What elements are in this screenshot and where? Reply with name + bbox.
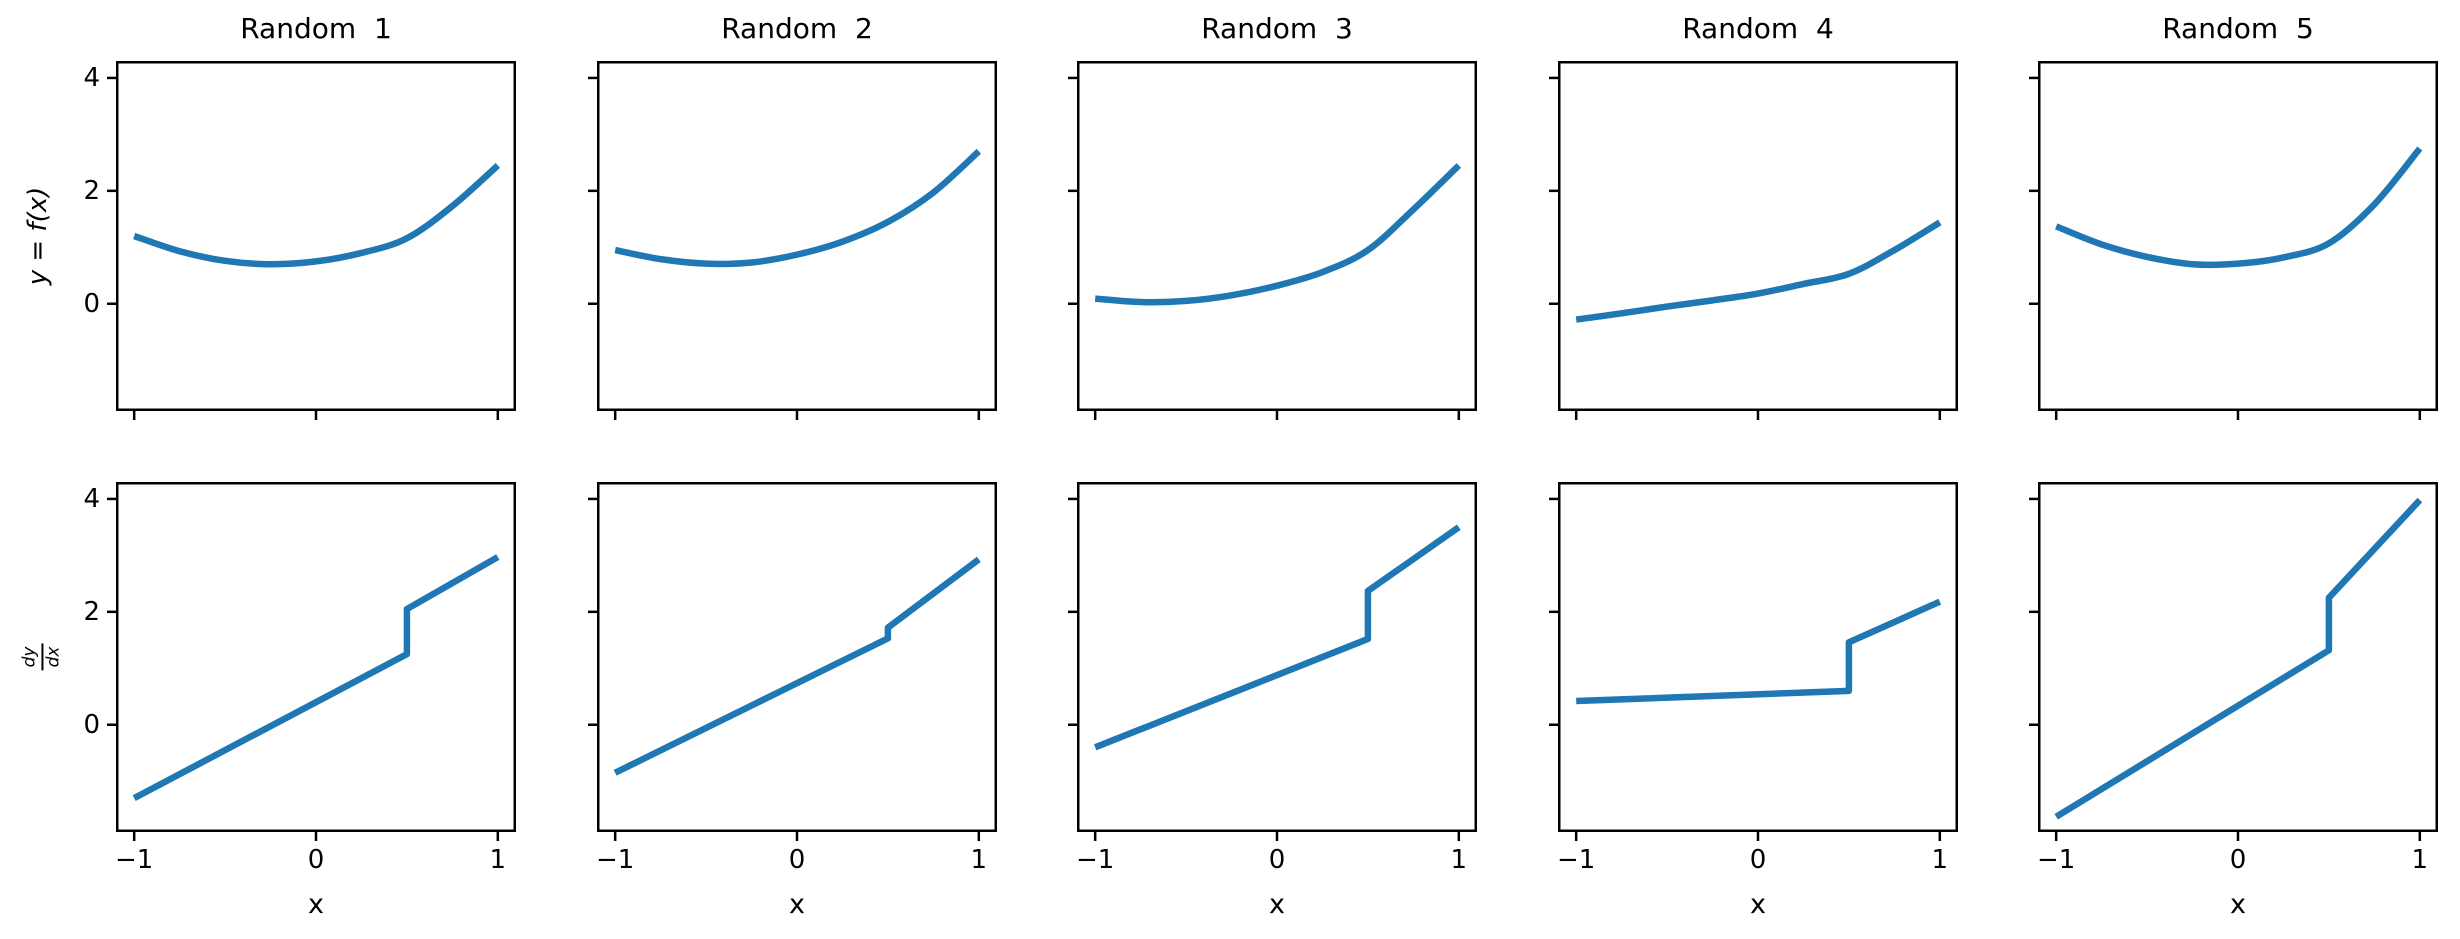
axes-canvas <box>107 61 516 420</box>
axes-spines <box>1558 482 1958 832</box>
subplot-title-random-5: Random 5 <box>2162 12 2314 45</box>
subplot-random-1-function: 0 2 4 <box>83 61 516 420</box>
x-axis-label: x <box>308 889 324 920</box>
y-tick-label: 4 <box>83 62 100 93</box>
y-tick-label: 0 <box>83 288 100 319</box>
y-tick-label: 2 <box>83 175 100 206</box>
random-2-function-line <box>614 148 982 268</box>
derivative-denominator: dx <box>43 646 63 668</box>
axes-spines <box>116 61 516 411</box>
subplot-random-2-derivative: −1 0 1 x <box>588 482 997 920</box>
y-tick-label: 2 <box>83 596 100 627</box>
x-axis-label: x <box>789 889 805 920</box>
random-2-derivative-line <box>613 556 981 776</box>
x-tick-label: −1 <box>1557 845 1596 875</box>
axes-canvas <box>588 482 997 841</box>
subplot-title-random-4: Random 4 <box>1682 12 1834 45</box>
axes-canvas <box>1068 482 1477 841</box>
x-tick-label: 0 <box>1749 845 1767 875</box>
axes-canvas <box>1549 61 1958 420</box>
y-tick-label: 4 <box>83 483 100 514</box>
x-axis-label: x <box>2230 889 2246 920</box>
axes-spines <box>1077 482 1477 832</box>
axes-spines <box>2038 61 2438 411</box>
subplot-random-2-function <box>588 61 997 420</box>
subplot-random-5-derivative: −1 0 1 x <box>2029 482 2438 920</box>
subplot-title-random-1: Random 1 <box>240 12 392 45</box>
subplot-random-4-function <box>1549 61 1958 420</box>
axes-spines <box>597 61 997 411</box>
x-tick-label: −1 <box>115 845 154 875</box>
x-axis-label: x <box>1750 889 1766 920</box>
axes-spines <box>2038 482 2438 832</box>
subplot-random-3-function <box>1068 61 1477 420</box>
x-tick-label: 1 <box>1450 845 1468 875</box>
axes-canvas <box>1549 482 1958 841</box>
x-tick-label: 1 <box>489 845 507 875</box>
x-tick-label: 0 <box>1268 845 1286 875</box>
axes-spines <box>597 482 997 832</box>
random-3-function-line <box>1094 163 1462 306</box>
y-tick-label: 0 <box>83 709 100 740</box>
axes-spines <box>1077 61 1477 411</box>
subplot-title-random-3: Random 3 <box>1201 12 1353 45</box>
x-axis-label: x <box>1269 889 1285 920</box>
x-tick-label: 0 <box>2229 845 2247 875</box>
random-4-function-line <box>1575 219 1942 323</box>
x-tick-label: −1 <box>2037 845 2076 875</box>
subplot-random-4-derivative: −1 0 1 x <box>1549 482 1958 920</box>
x-tick-label: −1 <box>1076 845 1115 875</box>
x-tick-label: 0 <box>307 845 325 875</box>
subplot-title-random-2: Random 2 <box>721 12 873 45</box>
axes-canvas <box>107 482 516 841</box>
subplot-random-3-derivative: −1 0 1 x <box>1068 482 1477 920</box>
y-axis-label-derivative: dy dx <box>19 643 63 671</box>
x-tick-label: 1 <box>970 845 988 875</box>
random-5-function-line <box>2054 146 2423 269</box>
x-tick-label: 0 <box>788 845 806 875</box>
axes-spines <box>116 482 516 832</box>
random-4-derivative-line <box>1576 598 1942 705</box>
axes-spines <box>1558 61 1958 411</box>
axes-canvas <box>588 61 997 420</box>
derivative-numerator: dy <box>19 643 43 671</box>
random-1-function-line <box>133 163 500 268</box>
random-1-derivative-line <box>132 554 500 802</box>
random-3-derivative-line <box>1093 524 1461 751</box>
x-tick-label: 1 <box>2411 845 2429 875</box>
random-5-derivative-line <box>2054 497 2423 820</box>
axes-canvas <box>2029 61 2438 420</box>
axes-canvas <box>1068 61 1477 420</box>
x-tick-label: 1 <box>1931 845 1949 875</box>
x-tick-label: −1 <box>596 845 635 875</box>
subplot-random-5-function <box>2029 61 2438 420</box>
subplot-random-1-derivative: −1 0 1 x 0 2 4 <box>83 482 516 920</box>
axes-canvas <box>2029 482 2438 841</box>
